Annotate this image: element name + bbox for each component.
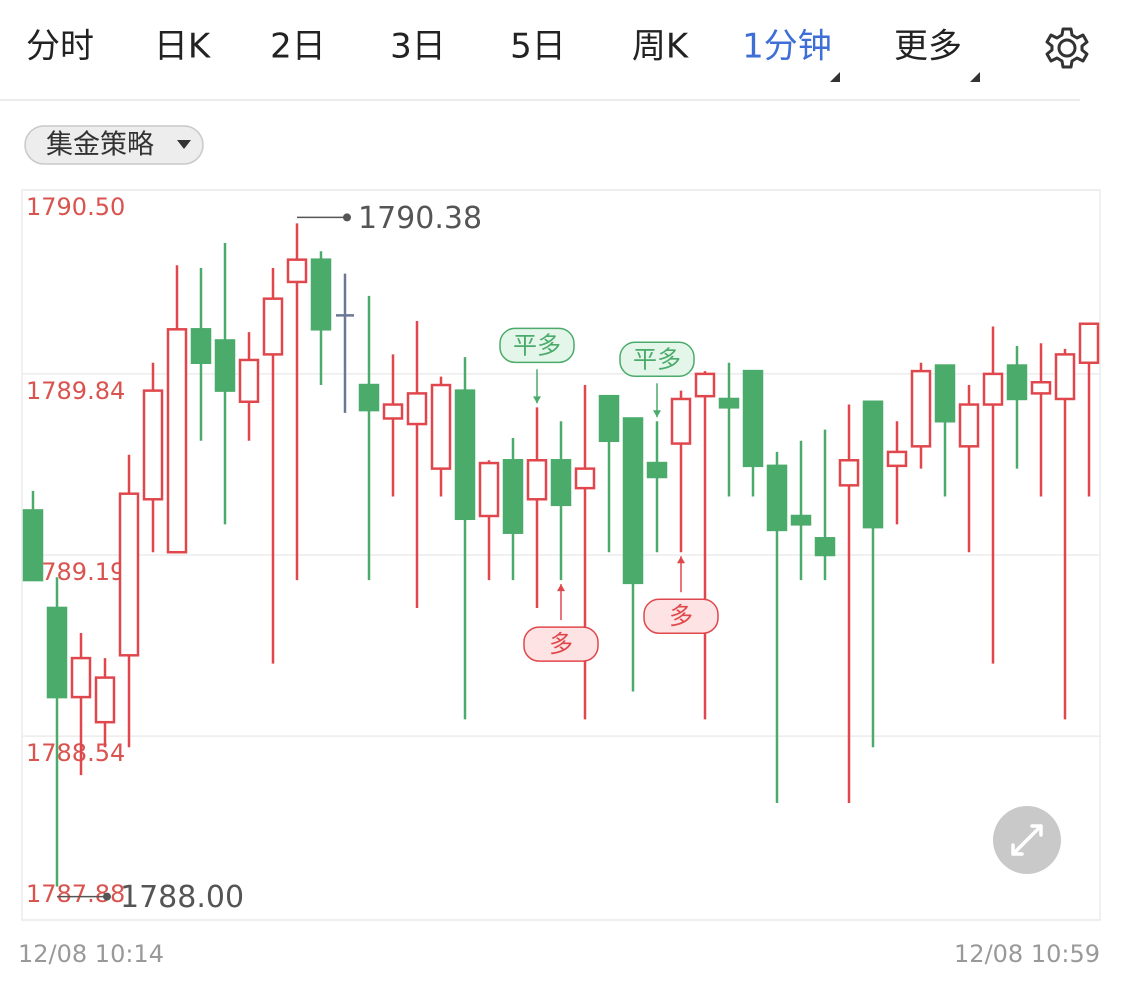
max-label: 1790.38 [358,201,482,236]
tab[interactable]: 日K [154,27,212,67]
candle-body [934,364,956,423]
tab[interactable]: 更多 [894,27,962,67]
min-dot [103,892,111,901]
candle-body [838,459,860,487]
candle-body [958,403,980,448]
candle-body [70,656,92,699]
candle-body [694,372,716,398]
max-dot [343,213,351,222]
candle-body [862,400,884,529]
candle-body [310,258,332,331]
candle-body [382,403,404,420]
strategy-label: 集金策略 [46,130,154,161]
candle-body [910,369,932,448]
tab[interactable]: 1分钟 [742,27,832,67]
candle-body [790,514,812,526]
signal-pill [619,341,695,378]
candle-body [718,397,740,409]
candle-body [94,676,116,724]
y-tick-label: 1789.84 [26,377,125,405]
candle-body [1030,381,1052,395]
candle-body [574,467,596,490]
signal-pill [523,626,599,662]
candle-body [454,389,476,521]
gear-outline [1045,27,1089,69]
candle-body [670,397,692,445]
strategy-button[interactable]: 集金策略 [24,125,204,165]
candle-body [502,459,524,534]
candle-body [430,383,452,470]
tab-menu-caret [970,72,980,82]
candle-body [142,389,164,501]
candle-body [646,461,668,479]
candle-body [214,339,236,392]
min-label: 1788.00 [120,880,244,915]
candle-body [358,383,380,412]
signal-pill [499,327,575,364]
candle-body [526,459,548,501]
tab[interactable]: 2日 [270,27,326,67]
strategy-pill [24,125,204,165]
signal-label: 平多 [513,331,561,359]
signal-label: 多 [669,602,693,630]
candle-body [118,492,140,657]
candle-body [1006,364,1028,401]
candle-body [262,297,284,356]
candle-body [550,459,572,507]
x-tick-label: 12/08 10:59 [954,940,1100,968]
y-tick-label: 1790.50 [26,193,125,221]
candle-body [622,417,644,585]
signal-arrowhead [557,584,565,592]
dropdown-caret [177,140,191,149]
candle-body [238,358,260,404]
fullscreen-button[interactable] [993,806,1061,874]
signal-label: 平多 [633,345,681,373]
candle-body [766,464,788,532]
candle-body [46,606,68,699]
tab[interactable]: 5日 [510,27,566,67]
y-tick-label: 1787.88 [26,880,125,908]
candle-body [742,369,764,468]
candle-body [286,258,308,284]
signal-arrowhead [533,396,541,404]
fullscreen-icon [1011,824,1043,856]
candle-body [190,328,212,364]
settings-button[interactable] [1045,27,1089,69]
signal-pill [643,598,719,634]
tab-menu-caret [830,72,840,82]
signal-label: 多 [549,630,573,658]
candle-body [814,537,836,557]
tab-bar: 分时 日K 2日 3日 5日 周K 1分钟 更多 [26,27,980,82]
candle-body [982,372,1004,406]
candle-body [406,392,428,426]
candlestick-chart: 1790.501789.841789.191788.541787.881790.… [18,189,1100,968]
tab[interactable]: 分时 [26,27,94,67]
gear-hub [1057,38,1077,58]
candle-body [886,450,908,468]
signal-arrowhead [653,410,661,418]
tab[interactable]: 3日 [390,27,446,67]
candle-body [478,461,500,518]
x-tick-label: 12/08 10:14 [18,940,164,968]
candle-body [598,394,620,443]
y-tick-label: 1788.54 [26,739,125,767]
candle-body [1078,322,1100,364]
candle-body [1054,353,1076,401]
candle-body [22,509,44,582]
tab[interactable]: 周K [632,27,690,67]
signal-arrowhead [677,556,685,564]
candle-body [166,328,188,554]
